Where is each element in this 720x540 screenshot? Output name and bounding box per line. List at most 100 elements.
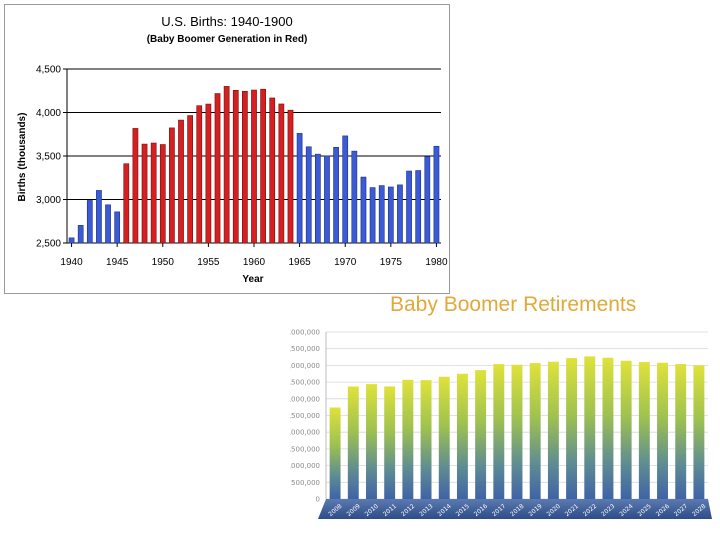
chart2-bar [547,361,559,499]
chart2-bar [347,386,359,499]
chart1-bar [105,204,111,244]
chart2-y-tick-label: 0 [316,496,320,504]
chart1-bar [114,211,121,244]
chart2-y-tick-label: 1,000,000 [290,462,320,470]
chart1-bar [187,115,194,244]
chart1-bar [205,103,212,244]
chart2-y-tick-label: 2,500,000 [290,412,320,420]
us-births-svg: U.S. Births: 1940-1900 (Baby Boomer Gene… [17,14,448,285]
chart2-title: Baby Boomer Retirements [390,293,636,316]
chart1-y-tick-label: 4,500 [36,65,61,76]
chart1-bar [232,90,239,244]
chart1-x-tick-label: 1950 [152,257,175,268]
chart2-y-tick-label: 5,000,000 [290,329,320,337]
chart1-x-tick-label: 1970 [334,257,357,268]
chart1-bar [333,147,339,244]
chart1-bar [178,119,184,244]
chart2-bar [529,363,541,499]
chart2-bar [456,373,468,499]
chart1-bar [132,128,139,244]
chart2-y-tick-label: 500,000 [291,479,320,487]
chart1-bar [406,170,412,244]
chart1-bar [387,186,394,244]
chart2-bar [657,362,668,499]
chart1-bar [369,187,376,244]
chart2-bar [602,357,614,499]
chart1-x-tick-label: 1955 [197,257,220,268]
chart2-y-ticks: 0 500,000 1,000,000 1,500,000 2,000,000 2,500… [290,329,320,504]
chart2-bar [420,380,432,499]
chart1-bar [68,237,75,244]
chart2-bar [329,407,341,499]
chart1-bar [296,133,303,244]
chart1-x-tick-label: 1975 [380,257,403,268]
us-births-chart: U.S. Births: 1940-1900 (Baby Boomer Gene… [4,4,450,294]
chart2-y-tick-label: 3,000,000 [290,395,320,403]
chart2-floor [318,499,712,519]
chart1-bar [77,225,84,244]
boomer-retirements-chart: Baby Boomer Retirements 0 500,000 1,000,00… [290,293,712,519]
chart1-bar [251,89,257,244]
chart2-y-tick-label: 4,000,000 [290,362,320,370]
chart1-x-axis-label: Year [242,274,263,285]
chart1-bars [68,86,440,244]
chart1-bar [360,176,367,244]
chart1-bar [260,88,266,244]
chart2-bars [329,356,705,499]
chart1-x-tick-label: 1945 [106,257,129,268]
chart1-bar [314,153,321,244]
chart2-bar [511,364,523,499]
chart1-bar [378,185,385,244]
chart1-bar [150,142,157,244]
chart1-bar [141,143,148,244]
chart1-bar [324,155,330,244]
chart1-title: U.S. Births: 1940-1900 [161,14,293,29]
chart2-bar [402,379,414,499]
chart1-bar [223,86,230,244]
chart1-y-tick-label: 2,500 [36,239,61,250]
chart2-y-tick-label: 1,500,000 [290,445,320,453]
chart1-bar [214,93,221,244]
chart1-bar [196,105,203,244]
chart2-bar [475,370,487,499]
chart1-y-ticks: 2,500 3,000 3,500 4,000 4,500 [36,65,61,250]
chart2-bar [493,364,505,499]
chart2-bar [366,384,377,499]
chart1-y-tick-label: 3,500 [36,152,61,163]
chart1-y-tick-label: 3,000 [36,195,61,206]
chart1-bar [86,200,93,244]
chart2-bar [384,386,396,499]
chart1-bar [242,90,248,244]
chart1-bar [424,156,431,244]
chart2-bar [675,364,687,499]
chart1-bar [342,135,349,244]
chart2-bar [693,365,705,499]
chart1-bar [123,163,130,244]
chart2-bar [438,376,450,499]
chart1-x-ticks: 1940 1945 1950 1955 1960 1965 1970 1975 1980 [60,243,448,268]
chart2-y-tick-label: 3,500,000 [290,379,320,387]
chart1-bar [269,97,276,244]
chart1-bar [305,146,312,244]
chart2-y-tick-label: 2,000,000 [290,429,320,437]
chart1-x-tick-label: 1960 [243,257,266,268]
chart1-bar [287,109,294,244]
chart1-bar [169,127,175,244]
chart1-bar [278,103,285,244]
chart1-bar [433,145,440,244]
chart1-bar [96,190,102,244]
chart1-x-tick-label: 1965 [288,257,311,268]
chart1-y-tick-label: 4,000 [36,108,61,119]
chart2-bar [566,358,578,499]
chart2-floor-band [318,499,712,519]
chart1-bar [397,184,403,244]
chart1-x-tick-label: 1980 [425,257,448,268]
chart1-bar [159,144,166,244]
chart2-y-tick-label: 4,500,000 [290,345,320,353]
chart1-x-tick-label: 1940 [60,257,83,268]
chart2-bar [584,356,596,499]
chart1-y-axis-label: Births (thousands) [17,113,28,202]
chart2-bar [620,360,632,499]
chart1-bar [415,170,422,244]
chart2-bar [638,362,650,499]
